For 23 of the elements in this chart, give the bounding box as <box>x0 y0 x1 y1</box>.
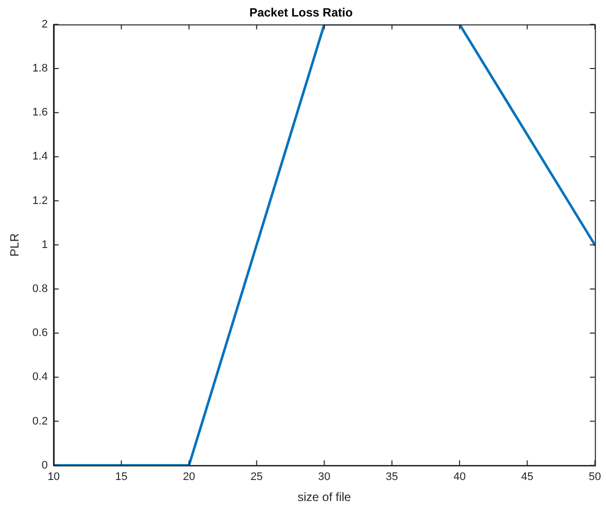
y-tick-label: 1 <box>42 238 48 251</box>
y-tick-label: 1.8 <box>32 62 48 75</box>
y-tick-label: 1.6 <box>32 106 48 119</box>
x-tick-label: 40 <box>453 471 466 484</box>
y-axis-title: PLR <box>8 232 22 257</box>
y-tick-label: 0.2 <box>32 415 48 428</box>
y-tick-label: 0.4 <box>32 371 48 384</box>
x-tick-label: 50 <box>588 471 602 484</box>
x-tick-label: 35 <box>386 471 398 484</box>
x-axis-title: size of file <box>298 490 352 504</box>
y-tick-label: 0 <box>42 459 48 472</box>
x-tick-label: 25 <box>250 471 263 484</box>
x-tick-label: 30 <box>318 471 330 484</box>
chart-title: Packet Loss Ratio <box>249 6 353 20</box>
x-tick-label: 20 <box>182 471 196 484</box>
y-tick-label: 2 <box>42 18 48 30</box>
y-tick-label: 0.6 <box>32 327 48 340</box>
x-tick-label: 15 <box>115 471 128 484</box>
x-tick-label: 45 <box>521 471 534 484</box>
y-tick-label: 1.2 <box>32 194 48 207</box>
y-tick-label: 1.4 <box>32 150 48 163</box>
y-tick-label: 0.8 <box>32 283 48 296</box>
x-tick-label: 10 <box>48 471 60 484</box>
